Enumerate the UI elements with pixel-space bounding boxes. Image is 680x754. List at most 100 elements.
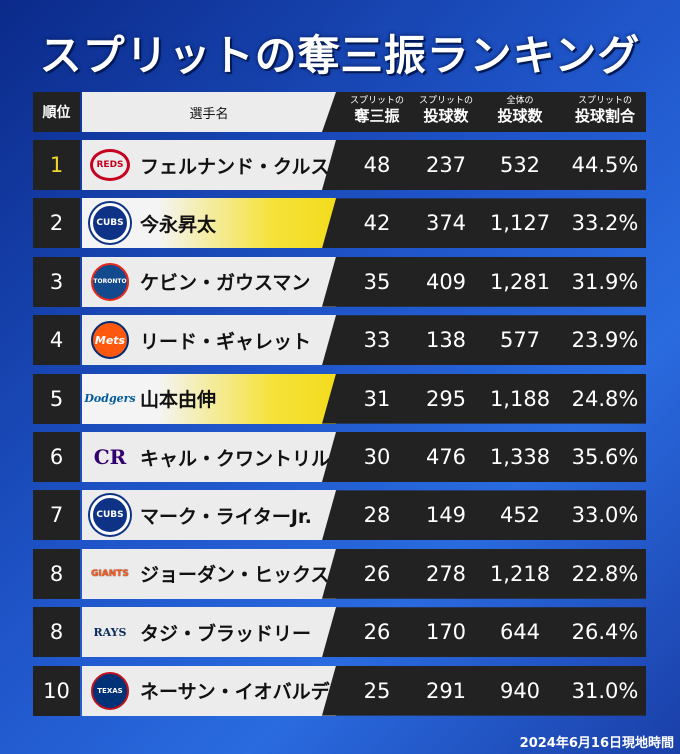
- stats-cell: 48 237 532 44.5%: [322, 140, 646, 190]
- rank-cell: 8: [33, 607, 80, 658]
- stats-cell: 30 476 1,338 35.6%: [322, 432, 646, 482]
- rank-cell: 7: [33, 490, 80, 541]
- player-name: キャル・クワントリル: [140, 447, 331, 470]
- player-cell: CUBS マーク・ライターJr.: [82, 490, 336, 541]
- stat-value: 1,281: [489, 269, 551, 294]
- header-name: 選手名: [82, 92, 336, 132]
- header-small: 全体の: [506, 96, 534, 106]
- stats-cell: 33 138 577 23.9%: [322, 315, 646, 366]
- player-cell: RAYS タジ・ブラッドリー: [82, 607, 336, 658]
- stat-value: 44.5%: [571, 153, 639, 177]
- team-logo: Dodgers: [84, 392, 136, 406]
- stat-value: 25: [363, 678, 391, 703]
- stats-cell: 35 409 1,281 31.9%: [322, 256, 646, 307]
- rank-cell: 8: [33, 548, 80, 599]
- team-logo: CR: [93, 445, 127, 469]
- rank-cell: 2: [33, 198, 80, 249]
- stat-value: 33.0%: [571, 503, 639, 528]
- logo-box: CUBS: [90, 203, 130, 244]
- stat-value: 26.4%: [571, 620, 639, 645]
- rank-cell: 5: [33, 373, 80, 424]
- header-small: スプリットの: [577, 96, 632, 106]
- stat-value: 22.8%: [571, 561, 639, 586]
- team-logo: Mets: [91, 321, 129, 360]
- stat-value: 35.6%: [571, 445, 639, 469]
- rank-cell: 1: [33, 140, 80, 190]
- stats-cell: 28 149 452 33.0%: [322, 490, 646, 541]
- stat-value: 42: [363, 211, 391, 236]
- stat-value: 31.0%: [571, 678, 639, 703]
- player-cell: TORONTO ケビン・ガウスマン: [82, 256, 336, 307]
- player-name: ケビン・ガウスマン: [140, 272, 311, 295]
- header-large: 投球割合: [574, 107, 635, 125]
- header-column: スプリットの 奪三振: [332, 96, 422, 125]
- stat-value: 170: [425, 620, 467, 645]
- stat-value: 149: [425, 503, 467, 528]
- player-name: フェルナンド・クルス: [140, 155, 330, 178]
- stat-value: 1,127: [489, 211, 551, 236]
- stat-value: 476: [425, 445, 467, 469]
- stats-cell: 26 170 644 26.4%: [322, 607, 646, 658]
- player-name: タジ・ブラッドリー: [140, 622, 312, 645]
- player-cell: CUBS 今永昇太: [82, 198, 336, 249]
- player-name: リード・ギャレット: [140, 330, 312, 353]
- logo-box: GIANTS: [90, 555, 130, 593]
- logo-box: TORONTO: [90, 262, 130, 301]
- header-rank: 順位: [33, 92, 80, 132]
- team-logo: TEXAS: [91, 671, 129, 710]
- stat-value: 33.2%: [571, 211, 639, 236]
- stat-value: 23.9%: [571, 328, 639, 353]
- team-logo: GIANTS: [91, 568, 129, 579]
- player-cell: Dodgers 山本由伸: [82, 373, 336, 424]
- stat-value: 291: [425, 678, 467, 703]
- stat-value: 28: [363, 503, 391, 528]
- stat-value: 24.8%: [571, 386, 639, 411]
- stat-value: 278: [425, 561, 467, 586]
- logo-box: Dodgers: [84, 380, 135, 418]
- stats-cell: 42 374 1,127 33.2%: [322, 198, 646, 249]
- title: スプリットの奪三振ランキング: [39, 31, 641, 80]
- rank-cell: 10: [33, 665, 80, 716]
- team-logo: REDS: [90, 149, 130, 181]
- stats-cell: 26 278 1,218 22.8%: [322, 548, 646, 599]
- stat-value: 452: [499, 503, 541, 528]
- stat-value: 237: [425, 153, 467, 177]
- stat-value: 295: [425, 386, 467, 411]
- stat-value: 48: [363, 153, 391, 177]
- header-large: 奪三振: [354, 107, 400, 125]
- header-small: スプリットの: [349, 96, 404, 106]
- stats-cell: 31 295 1,188 24.8%: [322, 373, 646, 424]
- stats-cell: 25 291 940 31.0%: [322, 665, 646, 716]
- stat-value: 1,218: [489, 561, 551, 586]
- player-cell: CR キャル・クワントリル: [82, 432, 336, 482]
- header-large: 投球数: [497, 107, 543, 125]
- footer-note: 2024年6月16日現地時間: [519, 736, 674, 751]
- logo-box: CR: [90, 438, 130, 476]
- rank-cell: 6: [33, 432, 80, 482]
- stat-value: 31: [363, 386, 391, 411]
- player-name: ジョーダン・ヒックス: [140, 564, 330, 587]
- stat-value: 409: [425, 269, 467, 294]
- stat-value: 577: [499, 328, 541, 353]
- stat-value: 1,338: [489, 445, 551, 469]
- rank-cell: 3: [33, 256, 80, 307]
- header-column: スプリットの 投球数: [401, 96, 491, 125]
- player-name: ネーサン・イオバルディ: [140, 681, 348, 704]
- stat-value: 30: [363, 445, 391, 469]
- header-small: スプリットの: [418, 96, 473, 106]
- team-logo: CUBS: [90, 203, 130, 244]
- rank-cell: 4: [33, 315, 80, 366]
- stat-value: 1,188: [489, 386, 551, 411]
- stat-value: 374: [425, 211, 467, 236]
- player-cell: REDS フェルナンド・クルス: [82, 140, 336, 190]
- player-cell: Mets リード・ギャレット: [82, 315, 336, 366]
- logo-box: CUBS: [90, 495, 130, 536]
- stat-value: 532: [499, 153, 541, 177]
- team-logo: CUBS: [90, 495, 130, 536]
- stat-value: 940: [499, 678, 541, 703]
- header-stats-bg: [322, 92, 646, 132]
- logo-box: REDS: [90, 146, 130, 184]
- stat-value: 644: [499, 620, 541, 645]
- logo-box: TEXAS: [90, 671, 130, 710]
